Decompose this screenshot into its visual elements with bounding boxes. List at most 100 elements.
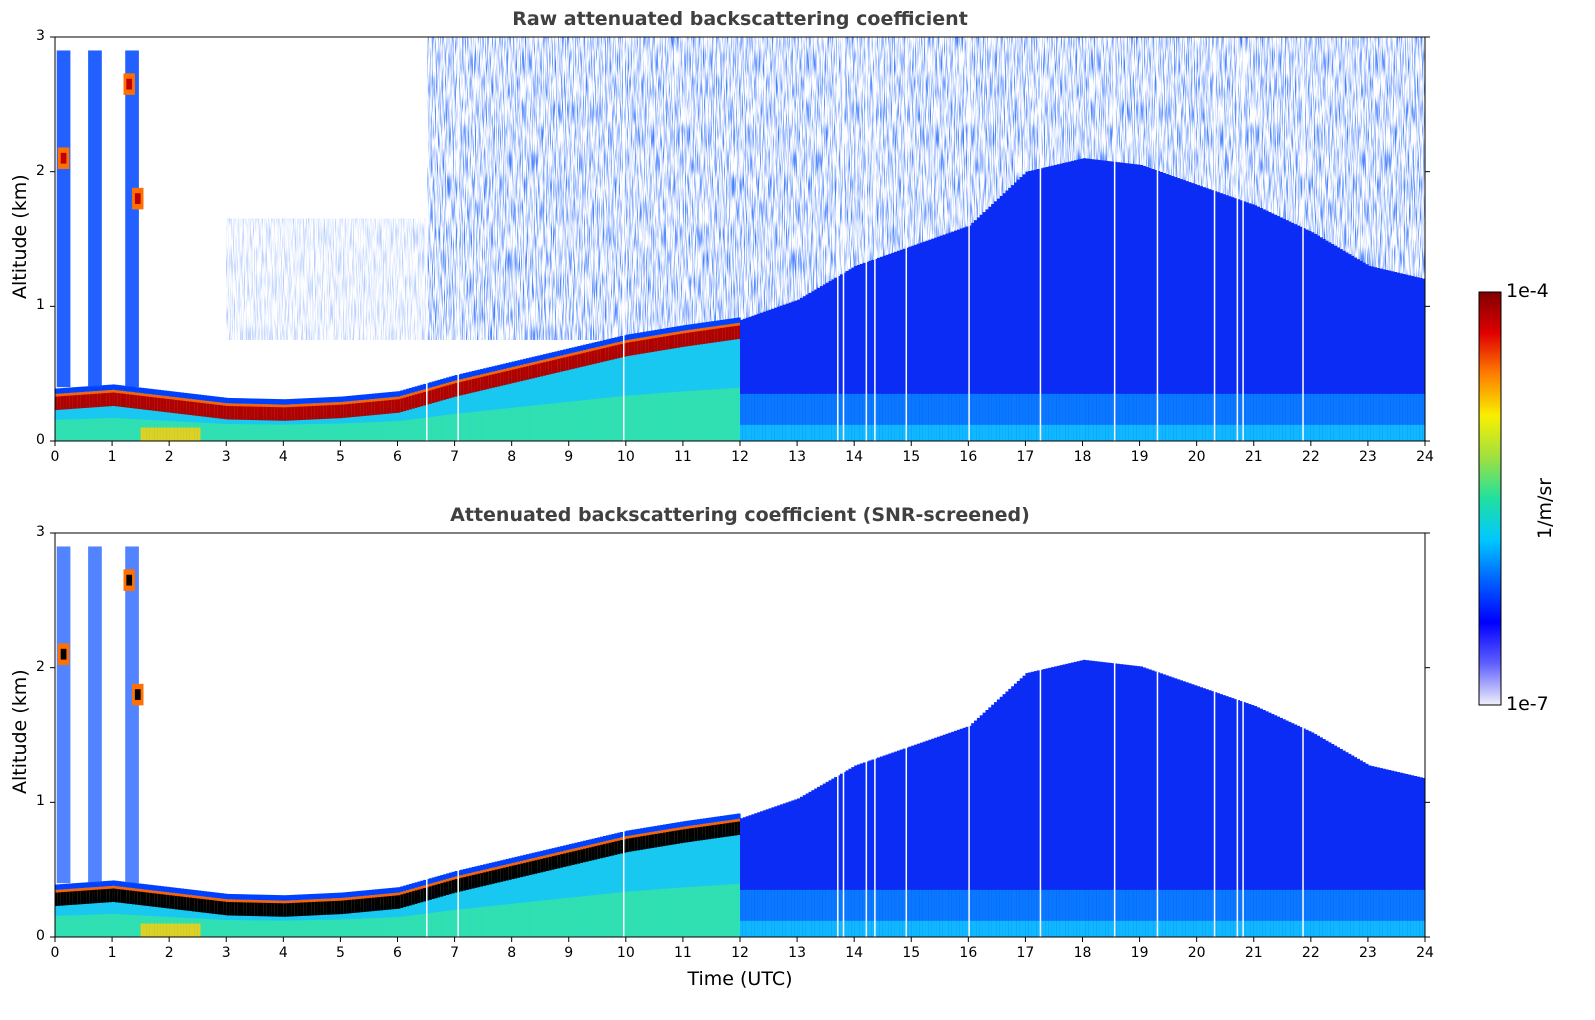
boundary-layer-cell: [540, 360, 544, 441]
aerosol-cell: [1145, 668, 1149, 937]
aerosol-cell: [785, 303, 790, 441]
x-tick-label: 8: [507, 449, 517, 465]
aerosol-lower-cell: [817, 889, 821, 937]
boundary-layer-cell: [360, 896, 364, 937]
boundary-layer-cell: [320, 898, 324, 937]
aerosol-surface-cell: [1273, 424, 1278, 441]
boundary-layer-cell: [157, 395, 162, 441]
aerosol-cell: [1068, 663, 1072, 937]
boundary-layer-cell: [622, 395, 627, 441]
boundary-layer-cell: [554, 899, 558, 937]
boundary-layer-cell: [183, 894, 187, 937]
aerosol-cell: [911, 245, 915, 441]
strong-band-cell: [548, 360, 553, 375]
aerosol-surface-cell: [1233, 920, 1238, 937]
aerosol-lower-cell: [908, 889, 912, 937]
aerosol-lower-cell: [1379, 889, 1383, 937]
x-tick-label: 12: [731, 945, 749, 961]
aerosol-cell: [828, 281, 832, 441]
aerosol-surface-cell: [1199, 920, 1203, 937]
strong-band-cell: [700, 330, 704, 345]
boundary-layer-cell: [100, 390, 105, 441]
strong-band-cell: [565, 852, 570, 867]
aerosol-lower-cell: [1116, 889, 1121, 937]
aerosol-cell: [1039, 168, 1044, 441]
boundary-layer-cell: [705, 823, 710, 937]
aerosol-surface-cell: [999, 920, 1004, 937]
strong-band-cell: [628, 838, 633, 852]
band-top-cell: [525, 854, 530, 860]
aerosol-surface-cell: [911, 920, 915, 937]
band-top-cell: [677, 326, 681, 332]
data-gap-line: [1236, 533, 1239, 937]
strong-band-cell: [551, 360, 556, 374]
aerosol-surface-cell: [822, 424, 827, 441]
boundary-layer-cell: [708, 885, 713, 937]
aerosol-surface-cell: [1162, 920, 1166, 937]
strong-band-cell: [229, 406, 233, 420]
aerosol-cell: [797, 299, 801, 441]
aerosol-surface-cell: [974, 424, 978, 441]
band-top-cell: [397, 887, 401, 893]
band-top-cell: [120, 385, 125, 391]
band-top-cell: [694, 819, 698, 825]
boundary-layer-cell: [511, 366, 516, 441]
aerosol-cell: [896, 750, 901, 937]
boundary-layer-cell: [588, 895, 593, 937]
strong-band-cell: [557, 358, 561, 373]
boundary-layer-cell: [303, 424, 307, 441]
boundary-layer-cell: [682, 330, 687, 441]
aerosol-lower-cell: [1299, 889, 1303, 937]
aerosol-surface-cell: [1053, 424, 1058, 441]
aerosol-lower-cell: [1210, 393, 1215, 441]
aerosol-lower-cell: [1370, 393, 1375, 441]
aerosol-surface-cell: [757, 920, 761, 937]
aerosol-lower-cell: [1310, 393, 1315, 441]
aerosol-surface-cell: [788, 920, 792, 937]
boundary-layer-cell: [240, 403, 244, 441]
strong-band-cell: [437, 883, 441, 898]
aerosol-lower-cell: [1170, 393, 1175, 441]
aerosol-lower-cell: [1402, 393, 1406, 441]
strong-band-cell: [585, 848, 590, 862]
aerosol-cell: [1096, 661, 1101, 937]
aerosol-cell: [1031, 170, 1035, 441]
band-top-cell: [203, 395, 207, 401]
aerosol-cell: [1333, 745, 1338, 937]
band-top-cell: [140, 883, 145, 890]
boundary-layer-cell: [443, 415, 447, 441]
boundary-layer-cell: [289, 920, 293, 937]
aerosol-surface-cell: [1365, 920, 1369, 937]
aerosol-surface-cell: [956, 920, 961, 937]
aerosol-cell: [1131, 665, 1135, 937]
boundary-layer-cell: [357, 400, 361, 441]
boundary-layer-cell: [289, 900, 293, 937]
aerosol-lower-cell: [1236, 393, 1241, 441]
y-tick-label: 2: [36, 658, 45, 675]
aerosol-cell: [799, 297, 804, 441]
aerosol-cell: [805, 294, 810, 441]
boundary-layer-cell: [263, 900, 267, 937]
band-top-cell: [109, 384, 113, 391]
aerosol-surface-cell: [742, 424, 747, 441]
aerosol-lower-cell: [1305, 393, 1309, 441]
aerosol-cell: [742, 318, 747, 441]
boundary-layer-cell: [146, 393, 150, 441]
strong-band-cell: [63, 891, 68, 906]
strong-band-cell: [446, 881, 450, 895]
aerosol-cell: [1019, 177, 1024, 441]
aerosol-lower-cell: [1313, 393, 1318, 441]
aerosol-cell: [1353, 257, 1358, 441]
boundary-layer-cell: [554, 403, 558, 441]
strong-band-cell: [100, 889, 105, 903]
band-top-cell: [200, 890, 205, 897]
strong-band-cell: [346, 404, 350, 418]
band-top-cell: [77, 386, 82, 393]
aerosol-cell: [1279, 217, 1283, 441]
strong-band-cell: [408, 892, 413, 906]
band-top-cell: [531, 356, 536, 363]
aerosol-cell: [1268, 712, 1272, 937]
aerosol-surface-cell: [1036, 920, 1041, 937]
boundary-layer-cell: [446, 382, 450, 441]
band-top-cell: [540, 850, 544, 857]
